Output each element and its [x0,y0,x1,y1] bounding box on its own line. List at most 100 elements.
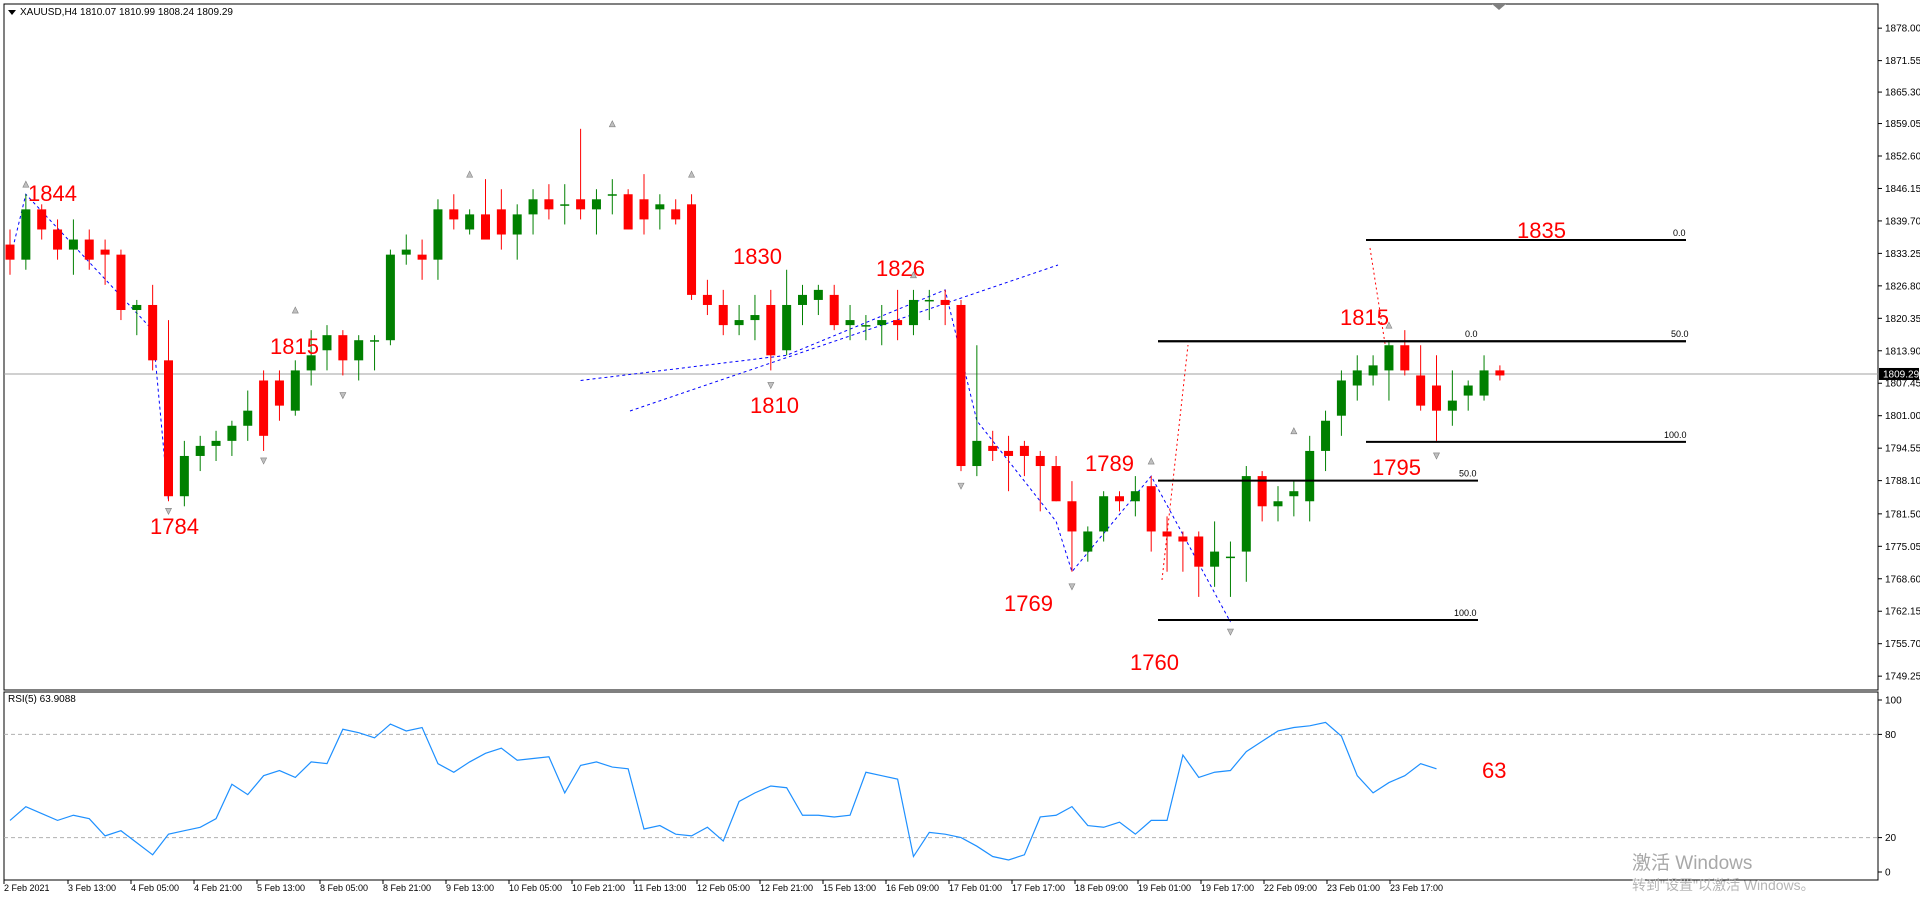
candle-body [100,249,110,255]
time-axis: 2 Feb 2021 3 Feb 13:00 4 Feb 05:00 4 Feb 21… [3,880,1443,893]
candle-body [829,294,839,326]
candle-body [734,320,744,326]
rsi-tick-label: 20 [1885,833,1897,844]
candle-body [1241,476,1251,552]
price-tick-label: 1807.45 [1885,379,1920,390]
candle-body [1035,455,1045,467]
fibo-level-label: 0.0 [1465,329,1478,339]
price-tick-label: 1768.60 [1885,574,1920,585]
time-tick-label: 19 Feb 17:00 [1201,883,1254,893]
candle-body [560,204,570,206]
candle-body [1273,501,1283,507]
rsi-pane: 100 80 20 0 63 [4,696,1902,879]
price-tick-label: 1839.70 [1885,216,1920,227]
candle-body [1099,496,1109,532]
candle-body [893,320,903,326]
price-annotation: 1815 [1340,305,1389,330]
candle-body [449,209,459,220]
fractal-down-icon [165,507,172,515]
candle-body [623,194,633,230]
fractal-down-icon [1068,583,1076,591]
price-tick-label: 1781.50 [1885,509,1920,520]
candle-body [861,325,871,327]
candle-body [227,425,237,441]
fractal-up-icon [1385,321,1393,329]
rsi-tick-label: 0 [1885,868,1891,879]
symbol-info-text: XAUUSD,H4 1810.07 1810.99 1808.24 1809.2… [20,7,233,18]
candle-body [591,199,601,210]
fibo-anchor-line-2 [1369,247,1387,351]
candle-body [512,214,522,235]
candle-body [1051,466,1061,502]
candle-body [1479,370,1489,396]
fractal-up-icon [1290,427,1298,435]
candle-body [1495,370,1505,376]
candle-body [1447,400,1457,411]
price-annotations: 1844 1784 1815 1830 1810 1826 1769 1789 1760 1815… [28,181,1566,675]
price-tick-label: 1762.15 [1885,607,1920,618]
candle-body [1463,385,1473,396]
candle-body [655,204,665,210]
price-tick-label: 1813.90 [1885,346,1920,357]
candle-body [576,199,586,210]
time-tick-label: 23 Feb 01:00 [1327,883,1380,893]
candle-body [211,440,221,446]
price-tick-label: 1801.00 [1885,411,1920,422]
candle-body [1225,556,1235,559]
time-tick-label: 17 Feb 17:00 [1012,883,1065,893]
price-annotation: 1795 [1372,455,1421,480]
candle-body [496,209,506,235]
fractal-down-icon [957,482,965,490]
candle-body [1432,385,1441,411]
candle-body [956,304,966,467]
candle-body [1162,531,1172,537]
collapse-triangle-icon[interactable] [8,9,16,15]
time-tick-label: 16 Feb 09:00 [886,883,939,893]
candle-body [813,289,823,300]
candle-body [1416,375,1426,406]
candle-body [21,209,31,260]
candle-body [338,335,348,361]
activation-watermark-title: 激活 Windows [1632,853,1753,874]
candle-body [924,299,934,302]
price-annotation: 1815 [270,334,319,359]
candle-body [1321,420,1331,451]
fibo-level-label: 100.0 [1664,430,1687,440]
time-tick-label: 10 Feb 05:00 [509,883,562,893]
candle-body [243,410,253,426]
price-annotation: 1835 [1517,218,1566,243]
fractal-up-icon [608,120,616,128]
candle-body [687,204,697,295]
candle-body [116,254,126,311]
fractal-up-icon [291,306,299,314]
time-tick-label: 17 Feb 01:00 [949,883,1002,893]
candle-body [1146,486,1156,532]
price-tick-label: 1859.05 [1885,119,1920,130]
candle-body [528,199,538,215]
candle-body [179,455,189,497]
fractal-down-icon [339,392,347,400]
candle-body [481,214,490,240]
price-axis: 1878.00 1871.55 1865.30 1859.05 1852.60 1846.… [1878,24,1920,683]
fibo-level-label: 0.0 [1673,228,1686,238]
fractal-down-icon [1433,452,1440,460]
fractal-up-icon [688,170,696,178]
candle-body [1352,370,1362,386]
time-tick-label: 19 Feb 01:00 [1138,883,1191,893]
candle-body [1384,345,1394,371]
candle-body [845,320,855,326]
time-tick-label: 23 Feb 17:00 [1390,883,1443,893]
candle-body [1368,365,1378,376]
candle-body [1083,531,1093,552]
candle-body [195,445,205,456]
candle-body [702,294,712,305]
fractal-down-icon [1226,628,1234,636]
time-tick-label: 9 Feb 13:00 [446,883,494,893]
fractal-down-icon [260,457,268,465]
rsi-value-annotation: 63 [1482,758,1506,783]
rsi-pane-frame [3,691,1879,881]
price-tick-label: 1878.00 [1885,24,1920,35]
candle-body [940,299,950,305]
time-tick-label: 4 Feb 21:00 [194,883,242,893]
